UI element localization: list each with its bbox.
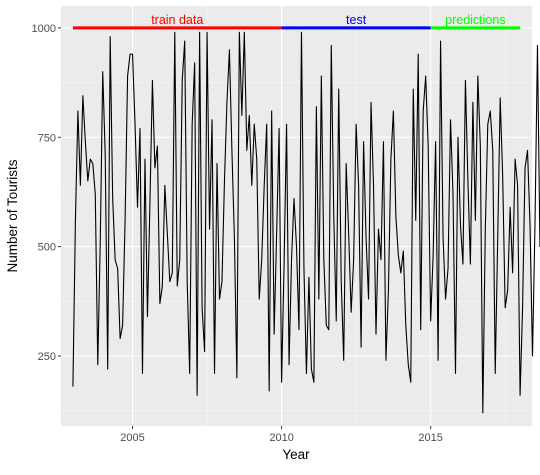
band-label: test — [346, 13, 367, 27]
y-tick-label: 500 — [38, 242, 56, 254]
band-label: train data — [151, 13, 203, 27]
y-axis: 250 500 750 1000 — [32, 23, 61, 363]
plot-panel — [61, 6, 532, 426]
x-axis-title: Year — [282, 447, 310, 462]
x-tick-label: 2015 — [418, 432, 442, 444]
series-line — [72, 31, 540, 414]
y-tick-label: 1000 — [32, 23, 56, 35]
x-tick-label: 2005 — [120, 432, 144, 444]
y-tick-label: 250 — [38, 351, 56, 363]
band-annotations: train data test predictions — [72, 13, 521, 30]
x-tick-label: 2010 — [269, 432, 293, 444]
y-tick-label: 750 — [38, 132, 56, 144]
x-axis: 2005 2010 2015 — [120, 426, 443, 444]
band-label: predictions — [445, 13, 505, 27]
y-axis-title: Number of Tourists — [5, 159, 20, 272]
